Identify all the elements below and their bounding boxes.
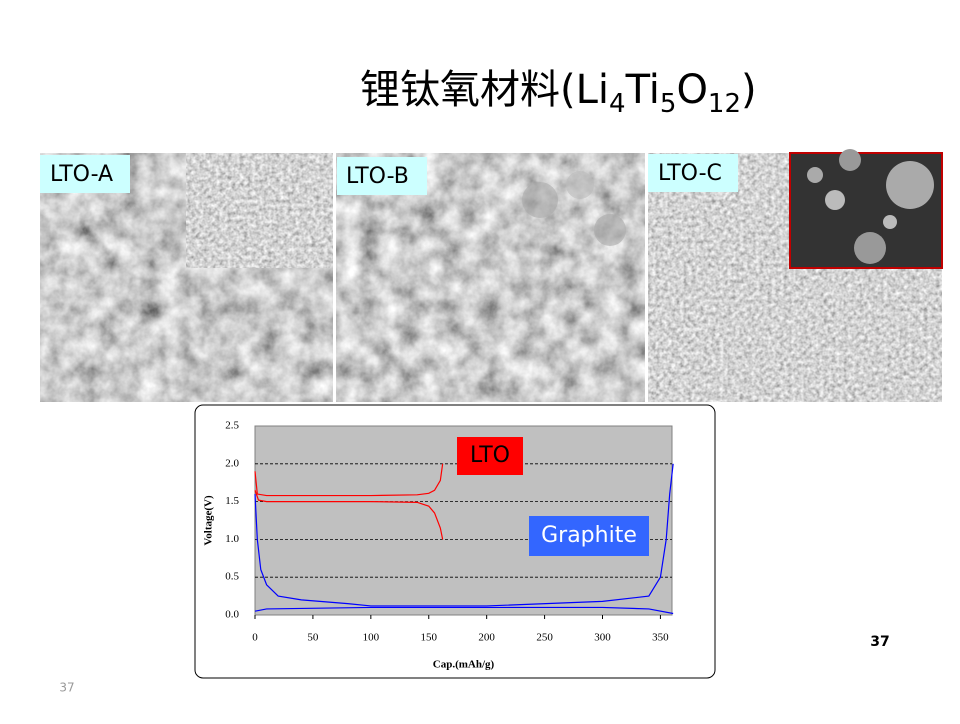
data-line bbox=[254, 606, 674, 615]
annotation: Graphite bbox=[541, 523, 637, 548]
y-tick-label: 0.5 bbox=[225, 571, 239, 583]
data-line bbox=[254, 490, 444, 540]
image-label: LTO-A bbox=[50, 162, 113, 187]
annotation-box bbox=[457, 437, 523, 475]
y-tick-label: 1.0 bbox=[225, 533, 239, 545]
image-label: LTO-B bbox=[346, 164, 409, 189]
x-tick-label: 200 bbox=[478, 632, 495, 644]
y-tick-label: 0.0 bbox=[225, 609, 239, 621]
x-tick-label: 100 bbox=[363, 632, 380, 644]
data-line bbox=[254, 463, 674, 607]
y-tick-label: 1.5 bbox=[225, 495, 239, 507]
image-label: LTO-C bbox=[658, 161, 722, 186]
sem-image: LTO-C bbox=[648, 149, 943, 402]
y-tick-label: 2.5 bbox=[225, 420, 239, 432]
chart: 0.0 0.5 1.0 1.5 2.0 2.5 0 50 100 150 200 250 300 350 C… bbox=[203, 420, 674, 671]
annotation-box bbox=[529, 516, 649, 556]
x-tick-label: 50 bbox=[307, 632, 319, 644]
x-tick-label: 0 bbox=[252, 632, 258, 644]
sem-image: LTO-B bbox=[336, 152, 646, 402]
slide-number: 37 bbox=[59, 681, 74, 695]
x-tick-label: 250 bbox=[536, 632, 553, 644]
data-line bbox=[254, 463, 444, 497]
x-tick-label: 300 bbox=[594, 632, 611, 644]
x-tick-label: 150 bbox=[421, 632, 438, 644]
y-tick-label: 2.0 bbox=[225, 457, 239, 469]
annotation: LTO bbox=[470, 443, 510, 468]
y-axis-label: Voltage(V) bbox=[203, 495, 215, 546]
sem-image: LTO-A bbox=[40, 152, 334, 402]
x-axis-label: Cap.(mAh/g) bbox=[433, 659, 495, 671]
x-tick-label: 350 bbox=[652, 632, 669, 644]
page-number: 37 bbox=[870, 634, 889, 650]
slide-title: 锂钛氧材料(Li4Ti5O12) bbox=[360, 67, 757, 119]
